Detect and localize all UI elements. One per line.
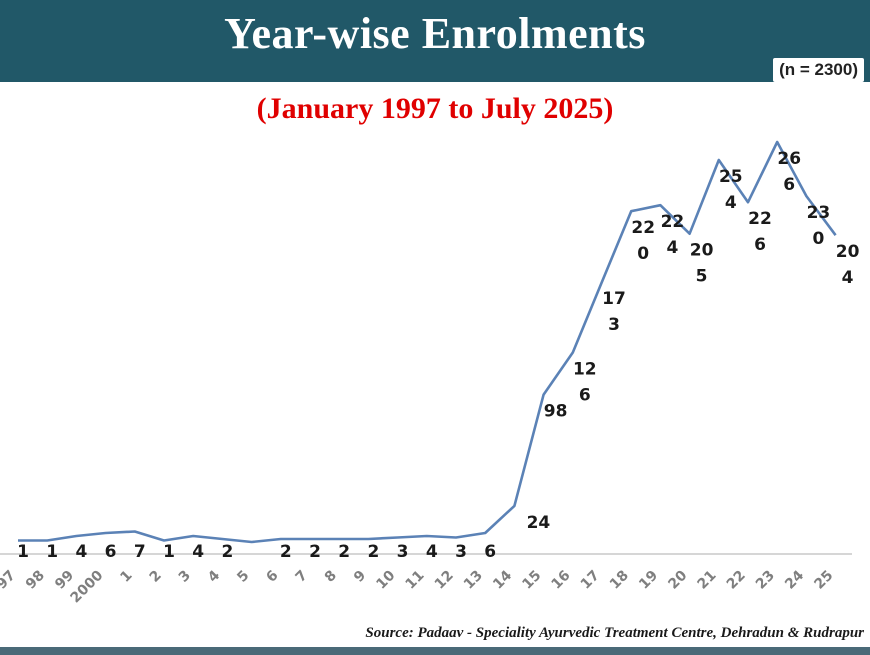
chart-subtitle: (January 1997 to July 2025): [256, 92, 614, 125]
x-tick-label: 22: [724, 568, 749, 593]
x-tick-label: 10: [373, 567, 398, 592]
x-tick-label: 1: [117, 568, 135, 586]
data-label: 25 4: [719, 167, 743, 213]
data-label: 23 0: [807, 203, 831, 249]
data-label: 6: [484, 542, 496, 562]
data-label: 2: [338, 542, 350, 562]
x-tick-label: 98: [23, 568, 48, 593]
x-tick-label: 11: [403, 568, 428, 593]
bottom-bar: [0, 647, 870, 655]
chart-title: Year-wise Enrolments: [224, 9, 646, 58]
x-tick-label: 3: [176, 568, 194, 586]
x-tick-label: 14: [490, 567, 515, 592]
x-tick-label: 13: [461, 568, 486, 593]
x-tick-label: 18: [607, 568, 632, 593]
series-line: [18, 140, 837, 544]
x-tick-label: 5: [234, 568, 252, 586]
x-tick-label: 4: [205, 567, 223, 585]
x-tick-label: 19: [636, 568, 661, 593]
x-tick-label: 23: [753, 568, 778, 593]
x-tick-label: 21: [695, 568, 720, 593]
x-tick-label: 20: [665, 567, 690, 592]
data-label: 6: [105, 542, 117, 562]
data-label: 22 0: [631, 218, 655, 264]
x-tick-label: 7: [293, 568, 311, 586]
x-tick-label: 16: [549, 568, 574, 593]
x-tick-label: 15: [519, 568, 544, 593]
data-label: 20 4: [836, 242, 860, 288]
x-tick-label: 12: [432, 568, 457, 593]
data-label: 22 4: [661, 212, 685, 258]
data-label: 1: [46, 542, 58, 562]
x-tick-label: 6: [263, 568, 281, 586]
data-label: 2: [367, 542, 379, 562]
data-label: 24: [527, 513, 551, 533]
x-tick-label: 2000: [68, 567, 107, 606]
x-tick-label: 2: [147, 568, 165, 586]
data-label: 7: [134, 542, 146, 562]
data-label: 2: [280, 542, 292, 562]
data-label: 2: [221, 542, 233, 562]
data-label: 20 5: [690, 241, 714, 287]
sample-size-badge: (n = 2300): [773, 58, 864, 82]
x-tick-label: 8: [322, 568, 340, 586]
data-label: 1: [17, 542, 29, 562]
data-label: 1: [163, 542, 175, 562]
data-label: 3: [397, 542, 409, 562]
data-label: 98: [544, 402, 568, 422]
title-banner: [0, 0, 870, 82]
data-label: 17 3: [602, 289, 626, 335]
data-label: 4: [75, 542, 87, 562]
x-tick-label: 17: [578, 568, 603, 593]
source-note: Source: Padaav - Speciality Ayurvedic Tr…: [365, 625, 864, 641]
data-label: 12 6: [573, 360, 597, 406]
x-tick-label: 97: [0, 568, 19, 593]
data-label: 22 6: [748, 209, 772, 255]
data-label: 3: [455, 542, 467, 562]
data-label: 2: [309, 542, 321, 562]
x-tick-label: 25: [811, 568, 836, 593]
data-label: 4: [192, 542, 204, 562]
x-tick-label: 24: [782, 567, 807, 592]
data-label: 26 6: [777, 149, 801, 195]
data-label: 4: [426, 542, 438, 562]
x-tick-label: 9: [351, 568, 369, 586]
